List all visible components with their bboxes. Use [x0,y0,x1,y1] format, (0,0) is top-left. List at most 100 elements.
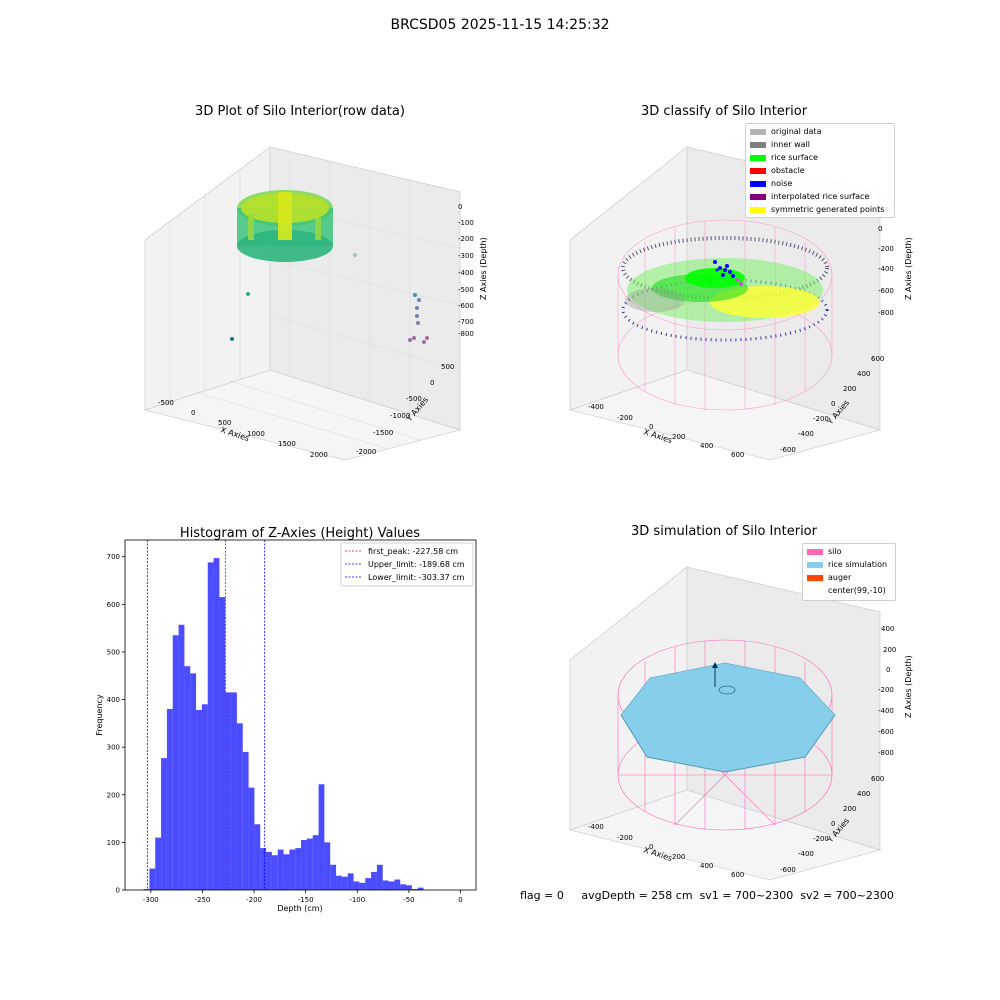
histogram-x-label: Depth (cm) [277,904,322,913]
raw-3d-plot: 0 -100 -200 -300 -400 -500 -600 -700 -80… [143,146,488,461]
z-tick: -800 [458,330,474,338]
histogram-bar [301,840,307,890]
histogram-x-ticks: -300 -250 -200 -150 -100 -50 0 [143,890,463,904]
y-tick: 400 [857,790,870,798]
simulation-plot-title: 3D simulation of Silo Interior [631,524,817,539]
histogram-bar [143,889,150,890]
histogram-reference-lines [146,540,266,890]
z-tick: -200 [458,235,474,243]
legend-entry: center(99,-10) [807,586,886,595]
classify-rice-surface [625,258,823,322]
legend-entry: rice simulation [807,560,887,569]
simulation-z-axis: 400 200 0 -200 -400 -600 -800 Z Axies (D… [878,625,913,757]
x-tick: -500 [158,399,174,407]
z-axis-label: Z Axies (Depth) [904,237,913,300]
histogram-bar [178,624,185,890]
legend-entry: symmetric generated points [750,205,884,214]
simulation-rice-surface [620,662,836,773]
histogram-bar [266,851,272,890]
y-tick: 0 [430,379,434,387]
histogram-bar [260,848,267,890]
x-tick: -200 [617,834,633,842]
x-tick: 200 [672,853,685,861]
histogram-bar [277,849,284,890]
z-axis-label: Z Axies (Depth) [479,237,488,300]
legend-entry: Upper_limit: -189.68 cm [368,560,465,569]
z-tick: -200 [878,686,894,694]
histogram-bar [172,635,179,890]
x-tick: -400 [588,403,604,411]
z-tick: 0 [458,203,462,211]
legend-entry: rice surface [750,153,818,162]
legend-entry: original data [750,127,821,136]
histogram-bar [312,835,319,890]
z-tick: -600 [878,287,894,295]
z-tick: 0 [878,225,882,233]
x-tick: 400 [700,862,713,870]
histogram-bar [242,751,249,890]
histogram-bar [225,692,232,890]
histogram-bar [336,875,342,890]
legend-entry: silo [807,547,842,556]
x-tick: 200 [672,433,685,441]
y-tick-label: 700 [107,553,120,561]
z-tick: -800 [878,749,894,757]
simulation-auger [712,662,736,695]
histogram-bar [155,837,162,890]
classify-z-axis: 200 0 -200 -400 -600 -800 Z Axies (Depth… [877,205,913,317]
legend-entry: inner wall [750,140,810,149]
histogram-bar [289,849,296,890]
z-tick: -400 [878,265,894,273]
x-tick: 0 [649,843,653,851]
y-tick: -1000 [390,412,410,420]
histogram-title: Histogram of Z-Axies (Height) Values [180,526,420,541]
z-tick: -100 [458,219,474,227]
z-tick: -800 [878,309,894,317]
z-tick: -600 [878,728,894,736]
y-tick: 0 [831,400,835,408]
y-tick: 600 [871,355,884,363]
histogram-bar [190,673,197,890]
histogram-bar [254,824,261,890]
z-tick: -600 [458,302,474,310]
histogram-bar [406,885,412,890]
x-tick: 600 [731,451,744,459]
y-tick-label: 600 [107,601,120,609]
histogram-bar [318,784,325,890]
x-tick: 600 [731,871,744,879]
histogram-bar [330,864,337,890]
y-tick: -600 [780,446,796,454]
classify-obstacle-points [735,278,743,286]
histogram-bar [382,880,389,890]
y-tick: -600 [780,866,796,874]
x-tick-label: -50 [403,896,414,904]
z-tick: -200 [878,245,894,253]
y-tick-label: 0 [116,887,120,895]
x-tick: 400 [700,442,713,450]
histogram-bar [196,710,202,890]
histogram-bar [248,787,255,890]
z-axis-label: Z Axies (Depth) [904,655,913,718]
figure-suptitle: BRCSD05 2025-11-15 14:25:32 [390,17,610,33]
raw-outlier-points [230,253,429,344]
x-tick: 2000 [310,451,328,459]
x-tick-label: -250 [194,896,210,904]
histogram-bar [184,666,191,890]
flag-text: flag = 0 [520,889,564,902]
histogram-bar [371,871,377,890]
histogram-chart: Histogram of Z-Axies (Height) Values -30… [95,526,477,913]
histogram-bar [166,709,173,890]
y-tick-label: 100 [107,839,120,847]
z-tick: 200 [883,646,896,654]
x-tick-label: -150 [298,896,314,904]
y-tick: -200 [813,835,829,843]
raw-z-axis: 0 -100 -200 -300 -400 -500 -600 -700 -80… [458,203,488,338]
x-tick: 1000 [247,430,265,438]
histogram-bar [394,879,401,890]
histogram-bar [271,855,278,890]
raw-point-cloud [237,190,333,262]
legend-entry: first_peak: -227.58 cm [368,547,458,556]
y-tick: -500 [406,395,422,403]
histogram-bar [161,758,167,890]
histogram-legend: first_peak: -227.58 cm Upper_limit: -189… [340,542,474,587]
